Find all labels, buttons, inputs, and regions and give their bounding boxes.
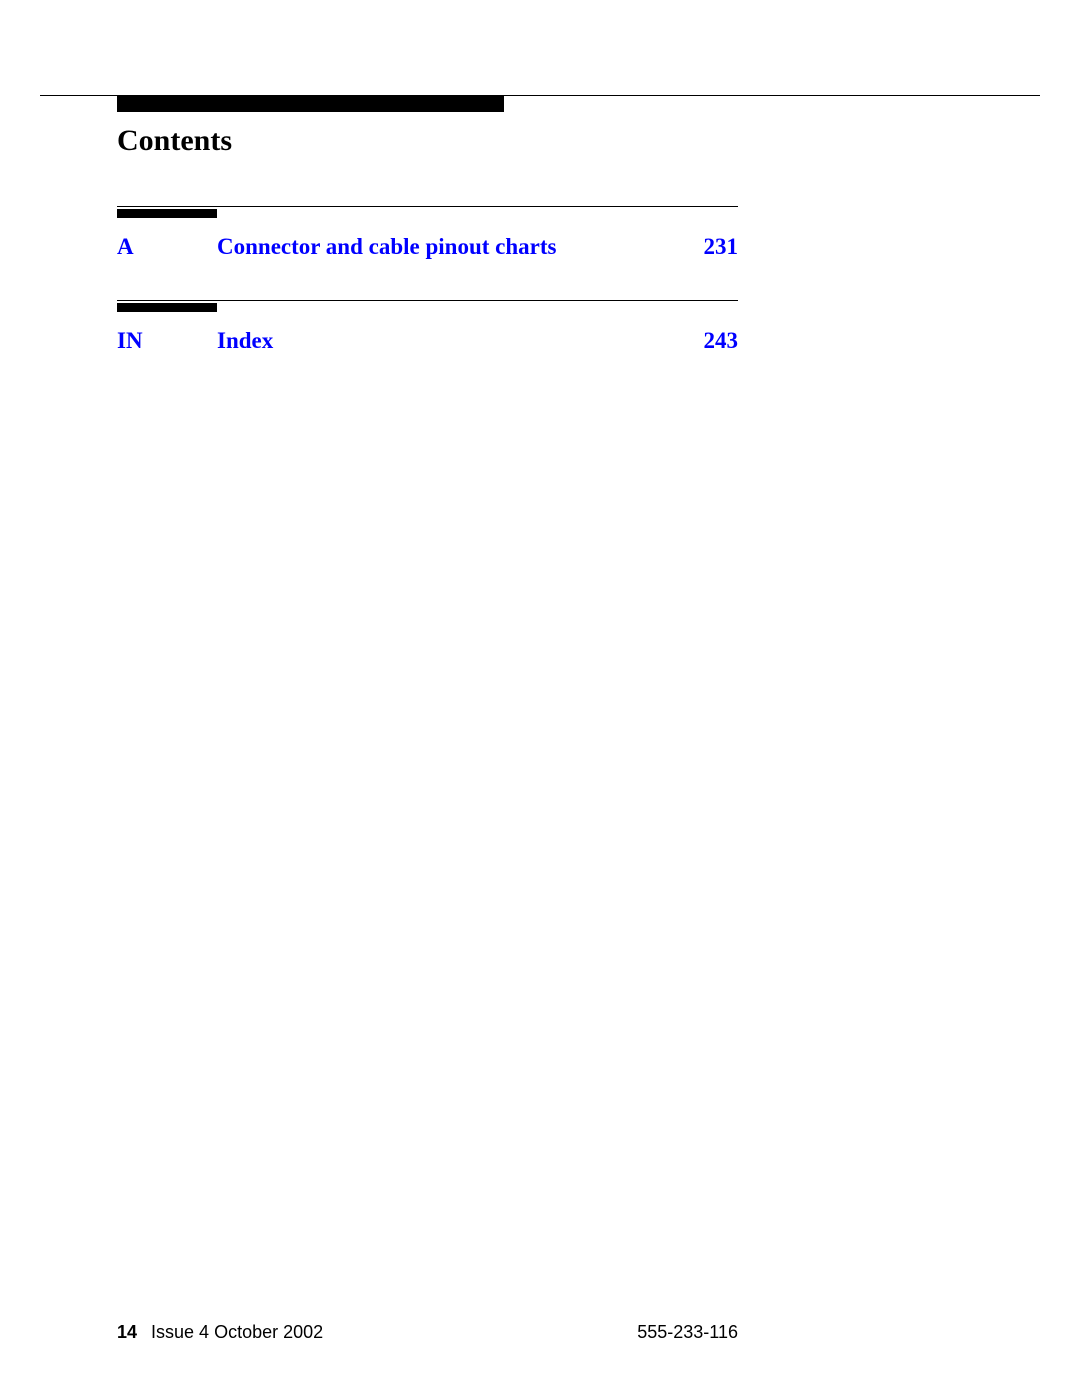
entry-thin-rule	[117, 206, 738, 207]
entry-title[interactable]: Connector and cable pinout charts	[217, 234, 678, 260]
footer-issue-text: Issue 4 October 2002	[151, 1322, 323, 1343]
entry-thick-bar	[117, 303, 217, 312]
page-footer: 14 Issue 4 October 2002 555-233-116	[117, 1322, 738, 1343]
entry-page-number[interactable]: 231	[678, 234, 738, 260]
footer-left: 14 Issue 4 October 2002	[117, 1322, 323, 1343]
page-title: Contents	[117, 124, 1040, 158]
toc-entries: A Connector and cable pinout charts 231 …	[117, 206, 738, 354]
entry-letter[interactable]: IN	[117, 328, 217, 354]
entry-row: IN Index 243	[117, 328, 738, 354]
footer-page-number: 14	[117, 1322, 137, 1343]
entry-letter[interactable]: A	[117, 234, 217, 260]
header-black-bar	[117, 96, 504, 112]
entry-thick-bar	[117, 209, 217, 218]
entry-thin-rule	[117, 300, 738, 301]
toc-entry: IN Index 243	[117, 300, 738, 354]
header-area: Contents	[40, 95, 1040, 158]
toc-entry: A Connector and cable pinout charts 231	[117, 206, 738, 260]
entry-page-number[interactable]: 243	[678, 328, 738, 354]
footer-doc-number: 555-233-116	[637, 1322, 738, 1343]
entry-row: A Connector and cable pinout charts 231	[117, 234, 738, 260]
document-page: Contents A Connector and cable pinout ch…	[0, 0, 1080, 1397]
entry-title[interactable]: Index	[217, 328, 678, 354]
